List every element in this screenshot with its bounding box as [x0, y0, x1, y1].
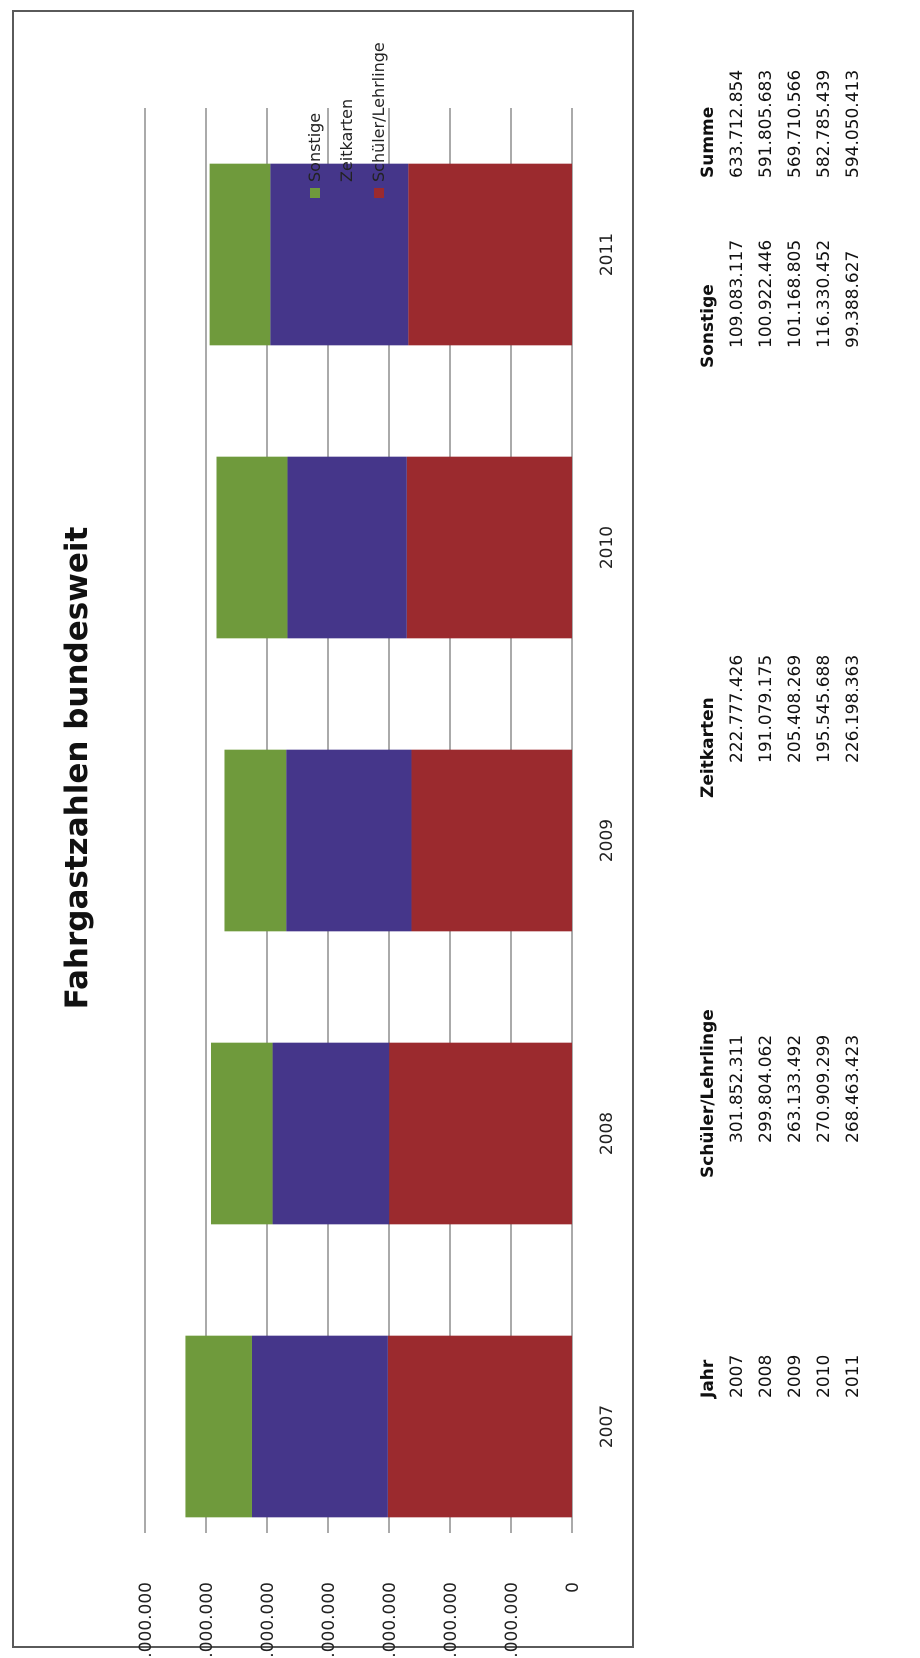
table-cell: 2011	[843, 1354, 863, 1398]
legend-swatch	[342, 188, 352, 198]
x-tick-label: 2008	[597, 1112, 617, 1155]
bar-segment-2007-2	[251, 1335, 388, 1518]
table-cell: 582.785.439	[814, 69, 834, 178]
bars	[185, 163, 573, 1518]
bar-segment-2008-1	[389, 1042, 573, 1225]
x-tick-label: 2010	[597, 526, 617, 569]
chart-title: Fahrgastzahlen bundesweit	[59, 526, 95, 1009]
table-cell: 116.330.452	[814, 239, 834, 348]
y-axis-ticks: 0 100.000.000 200.000.000 300.000.000 400.00…	[136, 1582, 583, 1658]
table-cell: 2009	[785, 1354, 805, 1398]
legend: Sonstige Zeitkarten Schüler/Lehrlinge	[305, 42, 388, 198]
bar-segment-2007-1	[387, 1335, 572, 1518]
table-cell: 2008	[756, 1354, 776, 1398]
x-tick-label: 2011	[597, 233, 617, 276]
legend-label: Zeitkarten	[337, 99, 356, 182]
bar-segment-2009-2	[286, 749, 412, 932]
y-tick-label: 400.000.000	[319, 1582, 339, 1658]
bar-segment-2011-3	[209, 163, 271, 346]
bar-segment-2009-3	[224, 749, 287, 932]
table-cell: 594.050.413	[843, 69, 863, 178]
legend-swatch	[374, 188, 384, 198]
table-cell: 591.805.683	[756, 69, 776, 178]
y-tick-label: 600.000.000	[197, 1582, 217, 1658]
table-cell: 2007	[727, 1354, 747, 1398]
bar-segment-2008-3	[210, 1042, 273, 1225]
table-header-cell: Schüler/Lehrlinge	[698, 1009, 718, 1178]
table-cell: 301.852.311	[727, 1034, 747, 1143]
table-cell: 270.909.299	[814, 1034, 834, 1143]
x-tick-label: 2009	[597, 819, 617, 862]
table-cell: 569.710.566	[785, 69, 805, 178]
x-tick-label: 2007	[597, 1405, 617, 1448]
table-cell: 100.922.446	[756, 239, 776, 348]
table-cell: 226.198.363	[843, 654, 863, 763]
legend-label: Schüler/Lehrlinge	[369, 42, 388, 182]
table-cell: 263.133.492	[785, 1034, 805, 1143]
y-tick-label: 0	[563, 1582, 583, 1593]
table-cell: 99.388.627	[843, 250, 863, 348]
table-cell: 205.408.269	[785, 654, 805, 763]
bar-segment-2011-2	[270, 163, 409, 346]
y-tick-label: 300.000.000	[380, 1582, 400, 1658]
y-tick-label: 700.000.000	[136, 1582, 156, 1658]
table-cell: 633.712.854	[727, 69, 747, 178]
table-cell: 191.079.175	[756, 654, 776, 763]
table-cell: 195.545.688	[814, 654, 834, 763]
table-cell: 222.777.426	[727, 654, 747, 763]
bar-segment-2010-2	[287, 456, 407, 639]
bar-segment-2010-3	[216, 456, 288, 639]
table-cell: 101.168.805	[785, 239, 805, 348]
table-header-cell: Zeitkarten	[698, 697, 718, 798]
bar-segment-2010-1	[406, 456, 572, 639]
y-tick-label: 200.000.000	[441, 1582, 461, 1658]
table-cell: 299.804.062	[756, 1034, 776, 1143]
table-cell: 268.463.423	[843, 1034, 863, 1143]
table-header-cell: Sonstige	[698, 284, 718, 368]
y-tick-label: 100.000.000	[502, 1582, 522, 1658]
legend-label: Sonstige	[305, 113, 324, 182]
x-axis-ticks: 2007 2008 2009 2010 2011	[597, 233, 617, 1448]
table-header-cell: Jahr	[698, 1359, 718, 1398]
table-cell: 2010	[814, 1354, 834, 1398]
legend-swatch	[310, 188, 320, 198]
y-tick-label: 500.000.000	[258, 1582, 278, 1658]
bar-segment-2011-1	[408, 163, 572, 346]
bar-segment-2008-2	[272, 1042, 390, 1225]
table-header-cell: Summe	[698, 106, 718, 178]
bar-segment-2009-1	[411, 749, 572, 932]
bar-segment-2007-3	[185, 1335, 252, 1518]
table-cell: 109.083.117	[727, 239, 747, 348]
